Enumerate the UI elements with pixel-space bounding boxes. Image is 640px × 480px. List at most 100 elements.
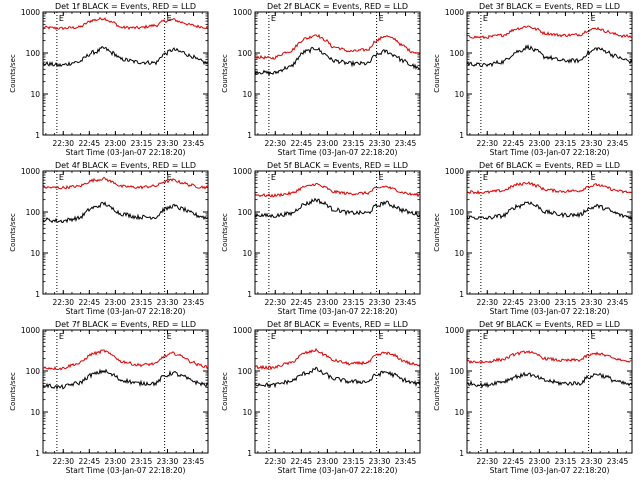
panel-title: Det 1f BLACK = Events, RED = LLD [55, 2, 196, 11]
y-tick-label: 1 [247, 290, 252, 299]
panel-det-5f: Det 5f BLACK = Events, RED = LLD 1 10 100 10… [221, 161, 421, 316]
panel-det-9f: Det 9f BLACK = Events, RED = LLD 1 10 100 10… [433, 320, 633, 475]
series-line-events [254, 197, 421, 219]
event-marker-label: E [167, 14, 172, 23]
x-tick-label: 22:45 [79, 457, 101, 466]
y-tick-label: 1000 [445, 326, 464, 335]
y-tick-label: 10 [454, 408, 464, 417]
x-tick-label: 22:30 [264, 139, 286, 148]
y-tick-label: 1000 [21, 326, 40, 335]
y-tick-label: 100 [450, 49, 465, 58]
x-axis-label: Start Time (03-Jan-07 22:18:20) [66, 466, 186, 475]
y-axis-label: Counts/sec [433, 372, 441, 411]
x-axis-label: Start Time (03-Jan-07 22:18:20) [66, 148, 186, 157]
x-axis-label: Start Time (03-Jan-07 22:18:20) [278, 307, 398, 316]
series-line-lld [254, 33, 421, 60]
plot-frame [42, 170, 209, 295]
event-marker-label: E [379, 14, 384, 23]
plot-frame [254, 329, 421, 454]
x-tick-label: 23:00 [529, 139, 551, 148]
event-marker-label: E [379, 173, 384, 182]
y-tick-label: 10 [242, 90, 252, 99]
y-tick-label: 100 [26, 367, 41, 376]
y-tick-label: 10 [30, 408, 40, 417]
x-tick-label: 23:45 [395, 139, 417, 148]
y-tick-label: 1 [35, 131, 40, 140]
y-tick-label: 10 [30, 90, 40, 99]
x-tick-label: 23:15 [131, 298, 153, 307]
x-tick-label: 22:45 [503, 139, 525, 148]
y-axis-label: Counts/sec [9, 213, 17, 252]
y-tick-label: 10 [454, 90, 464, 99]
panel-det-7f: Det 7f BLACK = Events, RED = LLD 1 10 100 10… [9, 320, 209, 475]
x-tick-label: 23:00 [105, 457, 127, 466]
y-axis-label: Counts/sec [221, 213, 229, 252]
x-tick-label: 23:45 [183, 139, 205, 148]
event-marker-label: E [483, 14, 488, 23]
x-tick-label: 23:45 [607, 298, 629, 307]
y-tick-label: 10 [242, 408, 252, 417]
event-marker-label: E [379, 332, 384, 341]
y-tick-label: 1000 [21, 8, 40, 17]
panel-title: Det 3f BLACK = Events, RED = LLD [479, 2, 620, 11]
y-tick-label: 1 [35, 449, 40, 458]
event-marker-label: E [591, 14, 596, 23]
y-tick-label: 1 [247, 449, 252, 458]
x-tick-label: 23:30 [581, 457, 603, 466]
series-line-lld [42, 349, 209, 371]
plot-frame [466, 11, 633, 136]
y-tick-label: 1000 [233, 167, 252, 176]
x-tick-label: 23:45 [395, 298, 417, 307]
x-tick-label: 23:15 [343, 139, 365, 148]
event-marker-label: E [167, 173, 172, 182]
x-axis-label: Start Time (03-Jan-07 22:18:20) [490, 307, 610, 316]
x-axis-label: Start Time (03-Jan-07 22:18:20) [490, 148, 610, 157]
x-tick-label: 23:00 [529, 457, 551, 466]
x-tick-label: 23:30 [369, 298, 391, 307]
event-marker-label: E [59, 14, 64, 23]
y-tick-label: 1 [459, 290, 464, 299]
y-axis-label: Counts/sec [433, 213, 441, 252]
x-tick-label: 22:30 [52, 457, 74, 466]
x-tick-label: 22:45 [291, 457, 313, 466]
series-line-lld [254, 183, 421, 198]
y-tick-label: 100 [238, 208, 253, 217]
y-axis-label: Counts/sec [9, 54, 17, 93]
x-tick-label: 23:15 [343, 298, 365, 307]
panel-det-3f: Det 3f BLACK = Events, RED = LLD 1 10 100 10… [433, 2, 633, 157]
event-marker-label: E [59, 332, 64, 341]
panel-title: Det 6f BLACK = Events, RED = LLD [479, 161, 620, 170]
x-axis-label: Start Time (03-Jan-07 22:18:20) [278, 466, 398, 475]
y-tick-label: 100 [26, 208, 41, 217]
event-marker-label: E [59, 173, 64, 182]
x-tick-label: 22:45 [291, 139, 313, 148]
x-tick-label: 22:45 [503, 457, 525, 466]
event-marker-label: E [167, 332, 172, 341]
series-line-events [42, 368, 209, 391]
panel-det-6f: Det 6f BLACK = Events, RED = LLD 1 10 100 10… [433, 161, 633, 316]
event-marker-label: E [271, 173, 276, 182]
series-line-events [42, 201, 209, 224]
x-tick-label: 22:30 [264, 298, 286, 307]
series-line-lld [466, 25, 633, 40]
y-tick-label: 1000 [233, 326, 252, 335]
x-tick-label: 23:30 [157, 457, 179, 466]
plot-frame [254, 170, 421, 295]
panel-title: Det 2f BLACK = Events, RED = LLD [267, 2, 408, 11]
series-line-lld [42, 16, 209, 31]
x-tick-label: 23:15 [343, 457, 365, 466]
x-tick-label: 23:30 [157, 139, 179, 148]
panel-title: Det 8f BLACK = Events, RED = LLD [267, 320, 408, 329]
series-line-events [42, 46, 209, 68]
x-tick-label: 23:30 [581, 298, 603, 307]
y-tick-label: 1000 [445, 167, 464, 176]
panel-title: Det 4f BLACK = Events, RED = LLD [55, 161, 196, 170]
series-line-lld [466, 181, 633, 195]
y-tick-label: 1 [247, 131, 252, 140]
y-tick-label: 100 [238, 367, 253, 376]
series-line-events [466, 44, 633, 68]
y-tick-label: 10 [30, 249, 40, 258]
event-marker-label: E [483, 332, 488, 341]
y-tick-label: 1 [35, 290, 40, 299]
x-tick-label: 22:30 [52, 298, 74, 307]
